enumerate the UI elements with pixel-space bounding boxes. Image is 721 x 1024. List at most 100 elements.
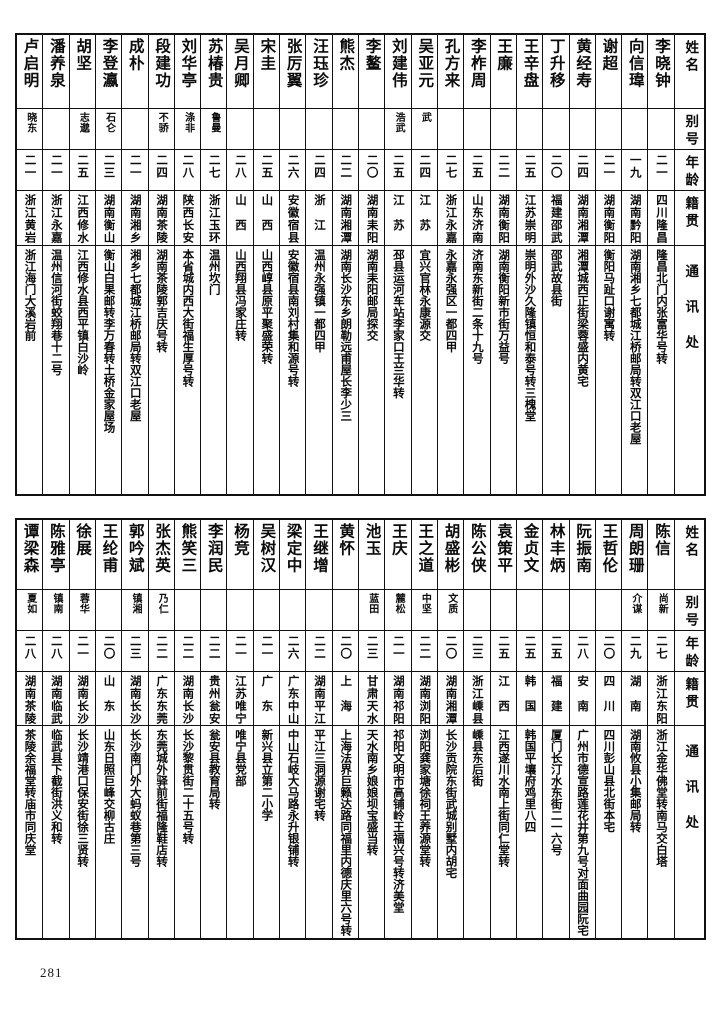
alias-text: 文质 [445,592,457,615]
address-text: 邳县运河车站李家口王兰华转 [391,248,406,399]
row-origin: 浙江黄岩 浙江永嘉 江西修水 湖南衡山 湖南湘乡 湖南茶陵 陕西长安 浙江玉环山 西山 西安徽… [15,189,706,246]
cell-name: 李柞周 [463,33,491,109]
row-header-name: 姓名 [673,33,706,109]
cell-name: 王之道 [410,518,438,590]
address-text: 临武县下截街洪义和转 [49,728,64,844]
cell-address: 湖南湘乡七都城江桥邮局转双江口老屋 [621,244,649,496]
age-text: 二七 [655,634,669,660]
address-text: 浙江海门大溪岩前 [23,248,38,341]
age-text: 二六 [286,153,301,179]
address-text: 隆昌北门内张富华号转 [655,248,669,364]
cell-address: 长沙贡院东街武城别墅内胡宅 [436,724,465,940]
cell-alias [542,107,570,150]
cell-alias [489,588,517,631]
address-text: 长沙黎贯街二十五号转 [181,728,196,844]
cell-age: 二二 [147,629,175,672]
address-text: 茶陵余福堂转庙市同庆堂 [23,728,38,856]
cell-name: 苏椿贵 [200,33,228,109]
name-text: 吴亚元 [416,38,435,89]
origin-text: 湖南衡阳 [602,193,617,244]
row-address: 茶陵余福堂转庙市同庆堂 临武县下截街洪义和转 长沙靖港口保安街徐三贤转 山东日照巨峰交… [15,724,706,940]
cell-name: 孔方来 [436,33,465,109]
cell-age: 一九 [621,148,649,191]
age-text: 二五 [497,634,512,660]
alias-text: 涤非 [182,111,194,134]
alias-text: 麓松 [393,592,405,615]
cell-name: 熊杰 [331,33,360,109]
cell-age: 二一 [121,148,149,191]
cell-name: 汪珏珍 [305,33,333,109]
cell-address: 嵊县东后街 [463,724,491,940]
name-text: 李鳌 [363,38,382,72]
name-text: 丁升移 [547,38,566,89]
age-text: 二四 [155,153,170,179]
cell-age: 二〇 [94,629,123,672]
roster-table-2: 谭梁森 陈雅亭 徐展 王纶甫 郭吟斌 张杰英 熊笑三 李润民 杨竞 吴树汉 梁定中 王继增 黄怀 池玉 王庆… [15,518,706,940]
name-text: 徐展 [74,523,93,557]
row-header-label: 通讯处 [682,743,699,851]
cell-origin: 福 建 [542,670,570,726]
cell-origin: 湖南平江 [305,670,333,726]
row-header-label: 年龄 [682,154,699,190]
age-text: 二三 [470,634,485,660]
cell-alias [252,588,281,631]
cell-age: 二八 [568,629,596,672]
name-text: 王庆 [389,523,408,557]
cell-name: 王纶甫 [94,518,123,590]
cell-name: 谢超 [594,33,623,109]
name-text: 金贞文 [521,523,540,574]
cell-age: 二三 [121,629,149,672]
name-text: 胡盛彬 [442,523,461,574]
cell-age: 二七 [436,148,465,191]
cell-origin: 湖南湘潭 [331,189,360,246]
age-text: 二一 [76,634,91,660]
origin-text: 湖南长沙 [128,674,143,725]
alias-text: 镇湘 [129,592,141,615]
cell-alias: 介谋 [621,588,649,631]
cell-alias [200,588,228,631]
cell-alias [226,107,254,150]
age-text: 二五 [260,153,275,179]
origin-text: 山 东 [102,674,117,713]
name-text: 黄经寿 [574,38,593,89]
origin-text: 湖南湘潭 [339,193,354,244]
cell-alias [489,107,517,150]
cell-name: 吴月卿 [226,33,254,109]
origin-text: 湖南耒阳 [365,193,380,244]
name-text: 王哲伦 [600,523,619,574]
cell-name: 张厉翼 [279,33,307,109]
row-header-address: 通讯处 [673,724,706,940]
age-text: 二三 [128,634,143,660]
cell-alias [542,588,570,631]
age-text: 二〇 [549,153,564,179]
age-text: 二四 [312,153,327,179]
address-text: 温州永强镇一都四甲 [312,248,327,353]
cell-address: 天水南乡娘娘坝宝盛当转 [358,724,386,940]
cell-address: 隆昌北门内张富华号转 [647,244,675,496]
address-text: 浏阳龚家塘徐祠王养源堂转 [418,728,433,867]
cell-alias [331,588,360,631]
cell-alias: 武 [410,107,438,150]
origin-text: 江 苏 [418,193,433,232]
age-text: 二〇 [102,634,117,660]
row-name: 卢启明 潘养泉 胡坚 李登瀛 成朴 段建功 刘华亭 苏椿贵 吴月卿 宋圭 张厉翼 汪珏珍 熊杰 李鳌 刘建伟… [15,33,706,109]
origin-text: 广东东莞 [155,674,170,725]
address-text: 湘乡七都城江桥邮局转双江口老屋 [128,248,143,422]
cell-address: 广州市德宣路莲花井第九号对面曲园阮宅 [568,724,596,940]
name-text: 梁定中 [284,523,303,574]
name-text: 池玉 [363,523,382,557]
cell-alias: 鲁曼 [200,107,228,150]
age-text: 二五 [470,153,485,179]
alias-text: 鲁曼 [208,111,220,134]
address-text: 永嘉永强区一都四甲 [444,248,459,353]
origin-text: 浙江永嘉 [444,193,459,244]
cell-origin: 湖南湘潭 [568,189,596,246]
age-text: 二一 [234,634,248,660]
cell-age: 二五 [463,148,491,191]
address-text: 崇明外沙久隆镇恒和泰号转三槐堂 [523,248,538,422]
cell-origin: 江 苏 [410,189,438,246]
cell-origin: 湖南长沙 [121,670,149,726]
name-text: 段建功 [153,38,172,89]
cell-address: 上海法界巨籁达路同福里内德庆里六号转 [331,724,360,940]
